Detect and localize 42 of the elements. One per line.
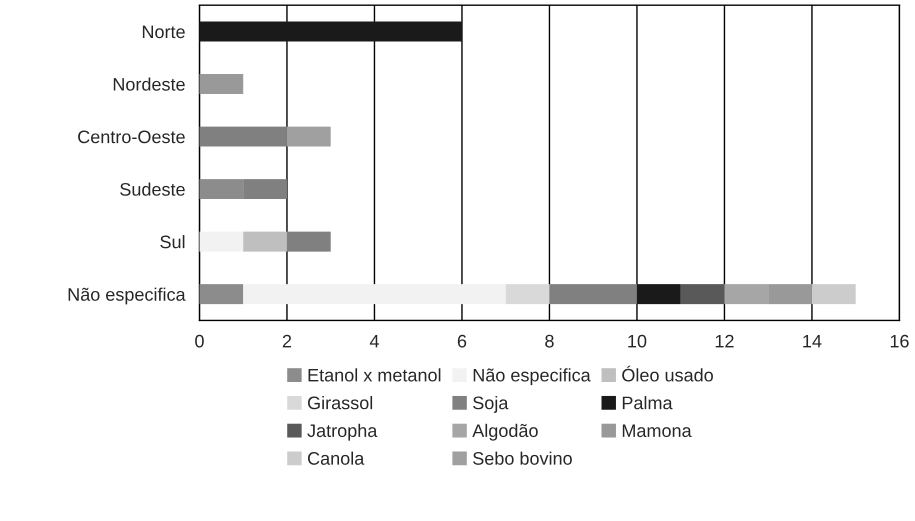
legend-label: Girassol: [308, 396, 372, 410]
y-tick-label: Não especifica: [68, 288, 186, 304]
x-tick-label: 0: [195, 334, 204, 348]
legend-label: Palma: [622, 396, 673, 410]
legend-label: Jatropha: [307, 424, 378, 441]
y-tick-label: Nordeste: [114, 77, 185, 91]
bar: [199, 21, 462, 42]
bar: [199, 126, 287, 147]
bar: [286, 126, 331, 147]
legend-label: Etanol x metanol: [308, 368, 440, 382]
x-tick-label: 2: [282, 334, 292, 348]
bar: [724, 284, 768, 304]
legend-label: Soja: [473, 396, 508, 413]
x-tick-label: 14: [803, 334, 822, 348]
bar: [768, 284, 812, 304]
bar: [199, 232, 244, 252]
bar: [636, 284, 681, 304]
x-tick-label: 12: [716, 334, 734, 348]
bar: [243, 232, 287, 252]
legend-label: Óleo usado: [622, 366, 713, 382]
y-tick-label: Sul: [160, 235, 184, 248]
x-tick-label: 16: [890, 334, 909, 348]
bar: [506, 284, 550, 304]
legend-label: Canola: [308, 452, 364, 465]
bar: [286, 232, 331, 252]
bar: [243, 284, 506, 304]
bar: [549, 284, 637, 304]
bar: [680, 284, 724, 304]
x-tick-label: 10: [628, 334, 646, 348]
bar: [199, 74, 244, 94]
legend-label: Não especifica: [474, 368, 591, 386]
legend-label: Sebo bovino: [473, 452, 572, 465]
y-tick-label: Sudeste: [120, 182, 185, 196]
bar: [812, 284, 856, 304]
x-tick-label: 8: [545, 334, 554, 348]
y-tick-label: Centro-Oeste: [78, 130, 185, 144]
bar: [199, 284, 244, 304]
y-tick-label: Norte: [142, 26, 185, 38]
x-tick-label: 6: [458, 334, 466, 348]
legend-label: Algodão: [472, 424, 538, 441]
legend-label: Mamona: [622, 424, 692, 438]
x-tick-label: 4: [370, 334, 379, 348]
